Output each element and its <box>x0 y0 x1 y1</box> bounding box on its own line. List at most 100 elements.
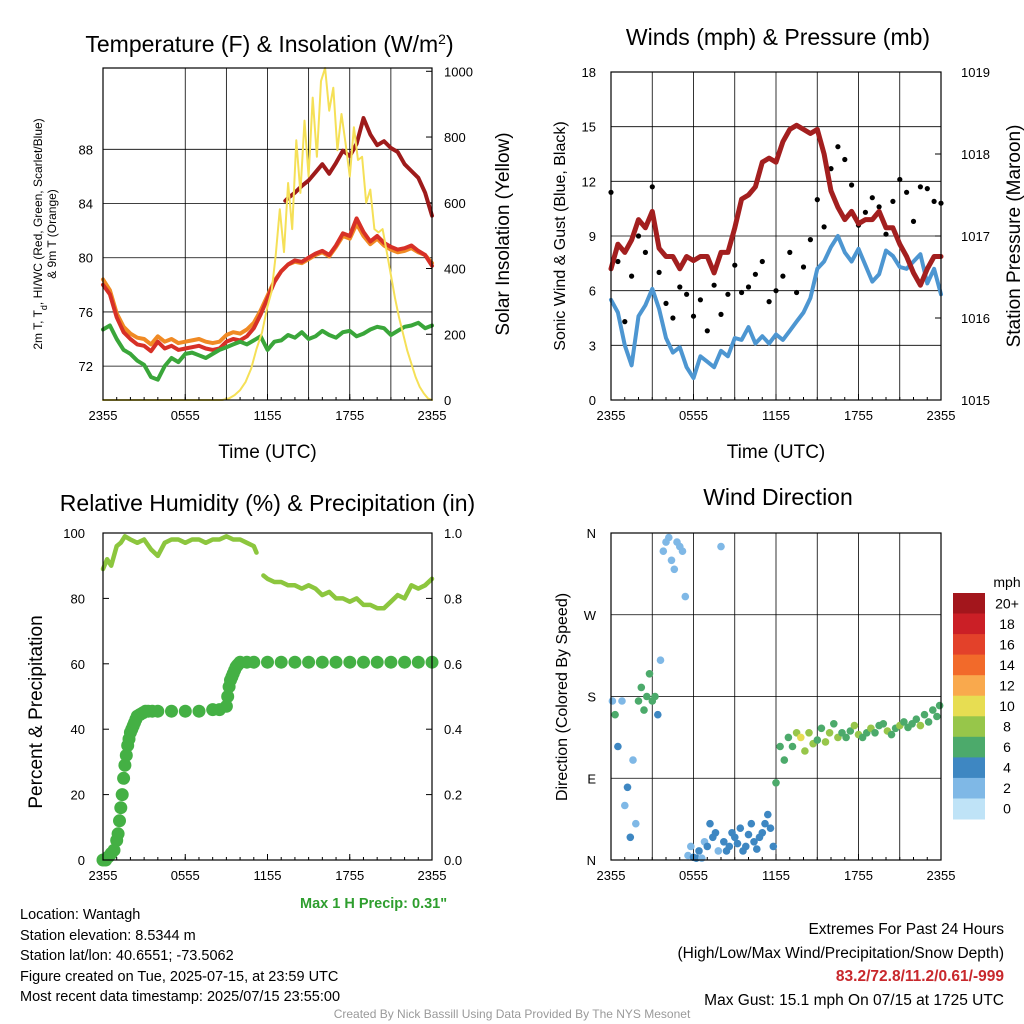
wdir-y-tick-label: W <box>584 608 597 623</box>
rh-precip-point <box>329 655 343 669</box>
winds-gust-point <box>656 269 662 275</box>
winds-gust-point <box>663 300 669 306</box>
extremes-subtitle: (High/Low/Max Wind/Precipitation/Snow De… <box>677 944 1005 962</box>
winds-gust-point <box>704 328 710 334</box>
rh-humidity-line-1 <box>261 573 435 611</box>
rh-y2-tick-label: 0.8 <box>444 591 462 606</box>
rh-precip-point <box>111 827 125 841</box>
temp-y2-tick-label: 600 <box>444 196 466 211</box>
winds-gust-point <box>622 319 628 325</box>
wdir-direction-point <box>614 742 622 751</box>
temp-y-tick-label: 88 <box>79 142 93 157</box>
winds-gust-point <box>842 156 848 163</box>
wdir-colorbar-swatch <box>953 654 985 676</box>
wdir-direction-point <box>640 706 648 714</box>
rh-precip-point <box>398 655 412 669</box>
winds-x-axis-label: Time (UTC) <box>727 442 826 463</box>
wdir-x-tick-label: 0555 <box>679 868 708 883</box>
winds-gust-point <box>677 284 683 290</box>
wdir-direction-point <box>780 756 789 764</box>
extremes-values: 83.2/72.8/11.2/0.61/-999 <box>835 968 1004 985</box>
wdir-direction-point <box>659 547 668 555</box>
wdir-direction-point <box>750 838 758 846</box>
wdir-direction-point <box>629 756 637 764</box>
rh-precip-point <box>117 771 131 785</box>
rh-y-axis-label: Percent & Precipitation <box>26 615 47 808</box>
winds-gust-point <box>931 198 937 204</box>
rh-x-tick-label: 2355 <box>418 868 447 883</box>
winds-gust-point <box>780 273 786 279</box>
wdir-direction-point <box>711 829 720 837</box>
wdir-direction-point <box>621 801 629 810</box>
winds-y-tick-label: 0 <box>589 393 596 408</box>
rh-precip-point <box>119 748 133 762</box>
wdir-direction-point <box>758 829 767 837</box>
winds-gust-point <box>862 209 869 215</box>
wdir-direction-point <box>935 701 944 710</box>
wdir-direction-point <box>772 779 780 787</box>
rh-y-tick-label: 0 <box>78 853 85 868</box>
wdir-direction-point <box>698 854 706 862</box>
winds-gust-point <box>718 311 724 317</box>
winds-gust-point <box>849 182 855 188</box>
temp-series-line-2 <box>101 320 434 382</box>
wdir-colorbar-label: 18 <box>999 616 1015 632</box>
temp-chart-title: Temperature (F) & Insolation (W/m2) <box>85 31 453 57</box>
wdir-direction-point <box>681 592 690 601</box>
rh-precip-point <box>118 758 132 772</box>
wdir-direction-point <box>733 839 742 848</box>
winds-gust-point <box>835 144 841 150</box>
wdir-direction-point <box>801 747 809 755</box>
wdir-direction-point <box>651 692 659 701</box>
temp-x-tick-label: 1755 <box>335 408 364 423</box>
temp-x-axis-label: Time (UTC) <box>218 442 317 463</box>
wdir-direction-point <box>871 729 879 737</box>
winds-gust-point <box>629 273 635 279</box>
winds-gust-point <box>642 249 649 255</box>
wdir-direction-point <box>725 842 734 851</box>
wdir-direction-point <box>879 720 888 728</box>
wdir-colorbar-swatch <box>953 777 985 799</box>
temp-y2-tick-label: 400 <box>444 262 466 277</box>
rh-y-tick-label: 80 <box>71 591 85 606</box>
winds-gust-point <box>684 291 690 297</box>
wdir-direction-point <box>665 533 673 542</box>
wdir-colorbar-label: 12 <box>999 677 1015 693</box>
rh-precip-point <box>151 704 165 718</box>
wdir-direction-point <box>611 710 619 719</box>
wdir-direction-point <box>761 819 769 828</box>
wdir-direction-point <box>933 712 941 721</box>
wdir-direction-point <box>850 721 859 730</box>
wdir-direction-point <box>608 697 617 705</box>
winds-series-line-2 <box>608 122 944 288</box>
wdir-direction-point <box>817 724 826 733</box>
winds-y2-tick-label: 1019 <box>961 65 990 80</box>
temp-y-tick-label: 76 <box>79 305 93 320</box>
winds-gust-point <box>869 195 875 201</box>
wdir-direction-point <box>916 721 925 730</box>
winds-gust-point <box>821 224 827 230</box>
rh-x-tick-label: 2355 <box>89 868 118 883</box>
winds-y2-tick-label: 1017 <box>961 229 990 244</box>
temp-y2-tick-label: 1000 <box>444 64 473 79</box>
wdir-direction-point <box>623 783 632 792</box>
max-gust: Max Gust: 15.1 mph On 07/15 at 1725 UTC <box>704 991 1004 1009</box>
rh-y-tick-label: 60 <box>71 657 85 672</box>
winds-x-tick-label: 1755 <box>844 408 873 423</box>
rh-precip-point <box>114 801 128 815</box>
winds-gust-point <box>739 289 745 296</box>
winds-gust-point <box>690 313 697 319</box>
rh-precip-point <box>221 690 235 703</box>
winds-gust-point <box>876 204 882 210</box>
wdir-direction-point <box>924 718 933 726</box>
winds-gust-point <box>649 184 655 190</box>
rh-y2-tick-label: 0.0 <box>444 853 462 868</box>
wdir-direction-point <box>731 833 739 842</box>
wdir-chart-title: Wind Direction <box>703 484 853 510</box>
rh-y-tick-label: 20 <box>71 788 85 803</box>
rh-precip-point <box>370 655 384 669</box>
winds-y-tick-label: 18 <box>582 65 596 80</box>
winds-gust-point <box>910 218 917 224</box>
wdir-colorbar-swatch <box>953 695 985 717</box>
